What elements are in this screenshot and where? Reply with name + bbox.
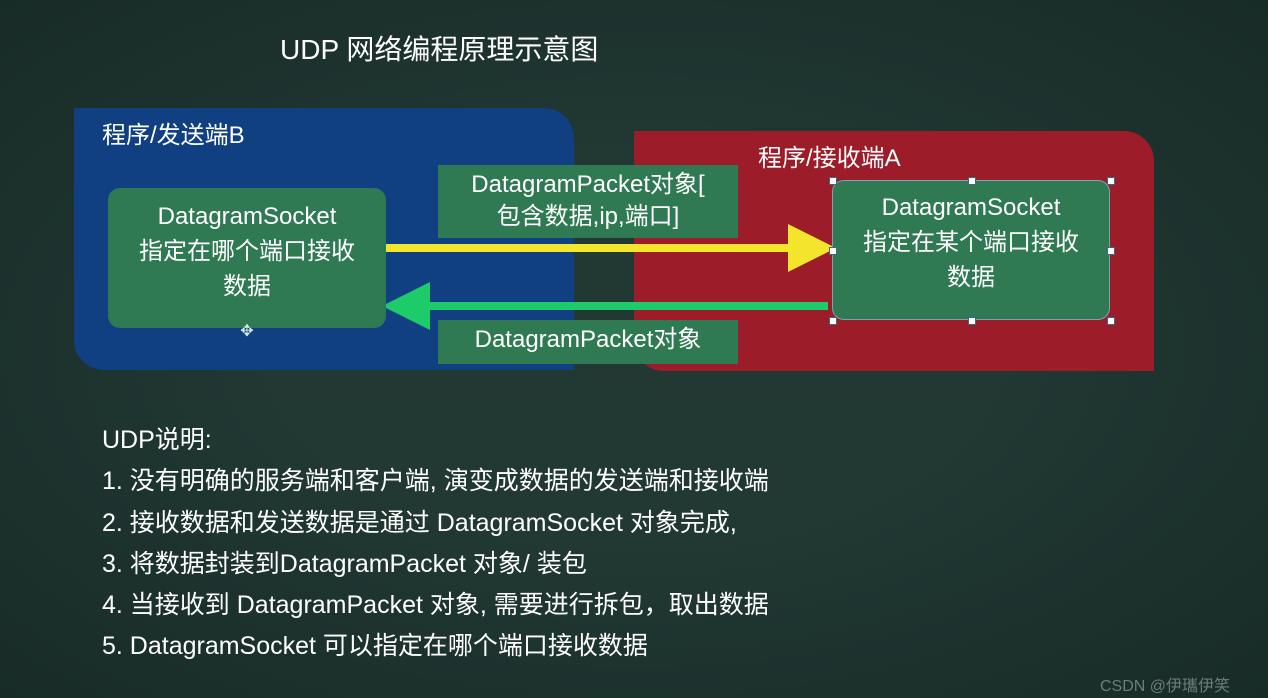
selection-handle[interactable] [968,177,976,185]
watermark: CSDN @伊瓗伊笑 [1100,672,1230,696]
receiver-socket-box[interactable]: DatagramSocket 指定在某个端口接收 数据 [832,180,1110,320]
selection-handle[interactable] [1107,177,1115,185]
receiver-label: 程序/接收端A [758,138,901,173]
packet-forward-label: DatagramPacket对象[ 包含数据,ip,端口] [438,165,738,238]
notes-item: 1. 没有明确的服务端和客户端, 演变成数据的发送端和接收端 [102,461,769,502]
sender-socket-line1: DatagramSocket [110,200,384,235]
packet-forward-line2: 包含数据,ip,端口] [450,201,726,233]
selection-handle[interactable] [1107,247,1115,255]
notes-item: 3. 将数据封装到DatagramPacket 对象/ 装包 [102,544,769,585]
sender-label: 程序/发送端B [102,115,245,150]
selection-handle[interactable] [829,247,837,255]
packet-forward-line1: DatagramPacket对象[ [450,169,726,201]
diagram-title: UDP 网络编程原理示意图 [280,28,598,68]
notes-item: 4. 当接收到 DatagramPacket 对象, 需要进行拆包，取出数据 [102,585,769,626]
sender-socket-line3: 数据 [110,270,384,305]
notes-item: 2. 接收数据和发送数据是通过 DatagramSocket 对象完成, [102,503,769,544]
selection-handle[interactable] [968,317,976,325]
notes-heading: UDP说明: [102,420,769,461]
receiver-socket-line1: DatagramSocket [833,191,1109,226]
sender-socket-line2: 指定在哪个端口接收 [110,235,384,270]
packet-back-label: DatagramPacket对象 [438,320,738,364]
notes-block: UDP说明: 1. 没有明确的服务端和客户端, 演变成数据的发送端和接收端 2.… [102,420,769,668]
notes-item: 5. DatagramSocket 可以指定在哪个端口接收数据 [102,626,769,667]
selection-handle[interactable] [829,177,837,185]
selection-handle[interactable] [1107,317,1115,325]
move-cursor-icon: ✥ [238,323,256,341]
sender-socket-box: DatagramSocket 指定在哪个端口接收 数据 [108,188,386,328]
receiver-socket-line2: 指定在某个端口接收 [833,226,1109,261]
receiver-socket-line3: 数据 [833,261,1109,296]
packet-back-text: DatagramPacket对象 [475,326,702,353]
diagram-stage: UDP 网络编程原理示意图 程序/发送端B 程序/接收端A DatagramSo… [0,0,1268,698]
selection-handle[interactable] [829,317,837,325]
